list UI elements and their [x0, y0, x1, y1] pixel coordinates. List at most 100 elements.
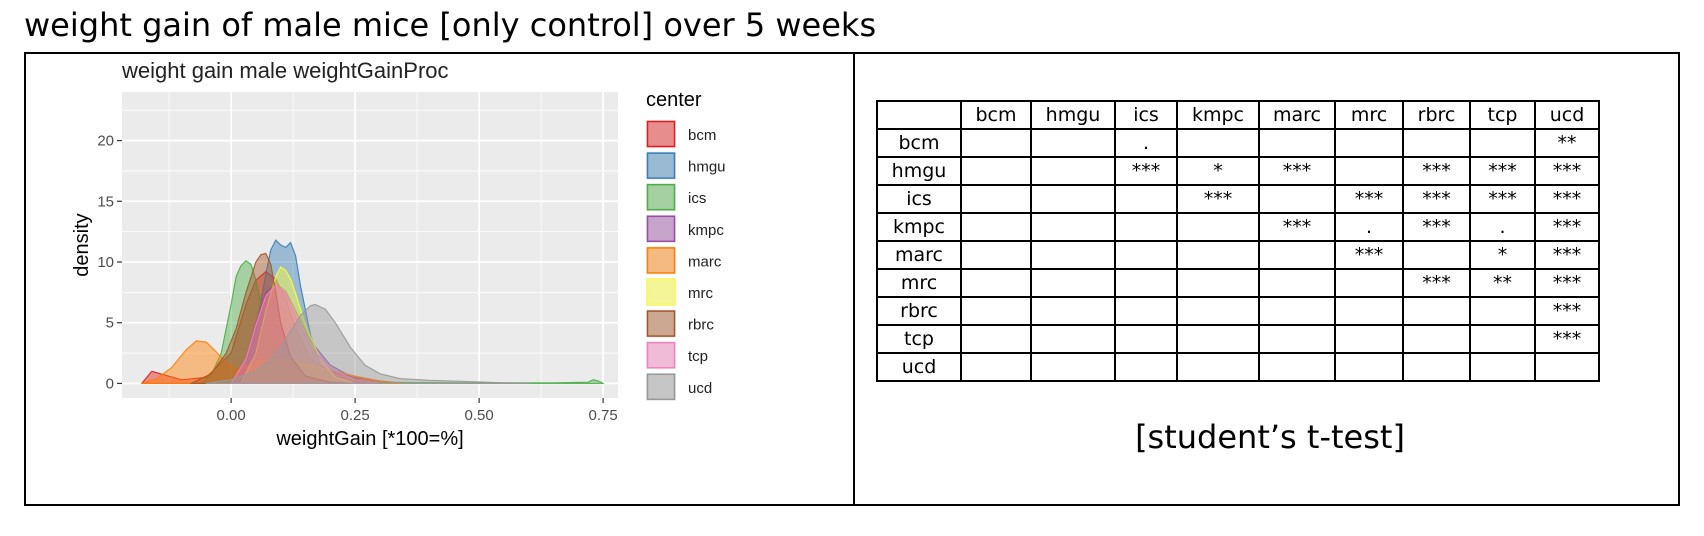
significance-cell — [1030, 296, 1116, 326]
legend-key-bg — [646, 151, 676, 180]
legend-swatch-marc — [646, 247, 676, 274]
legend-swatch-tcp — [646, 341, 676, 369]
significance-cell — [960, 324, 1032, 354]
legend-label-kmpc: kmpc — [688, 222, 724, 239]
table-row: tcp *** — [876, 324, 1600, 354]
significance-cell — [1258, 184, 1336, 214]
significance-cell — [1114, 212, 1178, 242]
significance-cell — [1258, 128, 1336, 158]
significance-cell — [960, 296, 1032, 326]
significance-cell — [1114, 324, 1178, 354]
significance-cell — [1114, 240, 1178, 270]
legend-label-marc: marc — [688, 253, 722, 270]
y-tick-label: 5 — [106, 315, 114, 332]
column-header-kmpc: kmpc — [1176, 100, 1260, 130]
significance-cell: *** — [1334, 240, 1404, 270]
significance-cell: *** — [1534, 212, 1600, 242]
x-tick-label: 0.25 — [341, 407, 370, 424]
y-axis-label: density — [71, 213, 93, 276]
panel-divider — [853, 52, 855, 506]
significance-cell — [1176, 352, 1260, 382]
row-header-ucd: ucd — [876, 352, 962, 382]
legend-label-ics: ics — [688, 190, 706, 207]
significance-cell — [1334, 128, 1404, 158]
significance-cell — [1334, 352, 1404, 382]
significance-cell: *** — [1176, 184, 1260, 214]
legend-key-bg — [646, 372, 676, 401]
significance-cell — [1334, 296, 1404, 326]
density-area-tcp — [230, 284, 382, 385]
significance-cell: *** — [1258, 156, 1336, 186]
legend-key-bg — [646, 183, 676, 212]
significance-cell — [1469, 324, 1536, 354]
plot-panel — [122, 92, 618, 398]
significance-cell: *** — [1534, 324, 1600, 354]
significance-cell — [1402, 352, 1471, 382]
row-header-ics: ics — [876, 184, 962, 214]
legend-swatch-ucd — [646, 373, 676, 401]
x-tick-label: 0.00 — [217, 407, 246, 424]
density-area-mrc — [240, 266, 357, 385]
ttest-table-wrapper: bcm hmgu ics kmpc marc mrc rbrc tcp ucd bcm. ** hmg… — [876, 100, 1600, 382]
significance-cell: *** — [1334, 184, 1404, 214]
significance-cell — [1176, 240, 1260, 270]
significance-cell — [1469, 128, 1536, 158]
significance-cell — [960, 128, 1032, 158]
legend-label-mrc: mrc — [688, 285, 713, 302]
significance-cell: *** — [1402, 268, 1471, 298]
table-row: mrc *** ** *** — [876, 268, 1600, 298]
significance-cell — [1258, 240, 1336, 270]
significance-cell: *** — [1534, 156, 1600, 186]
significance-cell — [1030, 128, 1116, 158]
significance-cell: * — [1469, 240, 1536, 270]
row-header-hmgu: hmgu — [876, 156, 962, 186]
y-tick-label: 15 — [97, 193, 114, 210]
ttest-significance-table: bcm hmgu ics kmpc marc mrc rbrc tcp ucd bcm. ** hmg… — [876, 100, 1600, 382]
y-tick-label: 10 — [97, 254, 114, 271]
row-header-marc: marc — [876, 240, 962, 270]
significance-cell: *** — [1402, 156, 1471, 186]
table-row: rbrc *** — [876, 296, 1600, 326]
significance-cell — [1176, 268, 1260, 298]
column-header-bcm: bcm — [960, 100, 1032, 130]
significance-cell — [1402, 324, 1471, 354]
significance-cell — [1334, 156, 1404, 186]
significance-cell — [1176, 212, 1260, 242]
column-header-tcp: tcp — [1469, 100, 1536, 130]
significance-cell — [1402, 240, 1471, 270]
table-corner-cell — [876, 100, 962, 130]
significance-cell — [1030, 324, 1116, 354]
significance-cell: . — [1114, 128, 1178, 158]
significance-cell — [1176, 324, 1260, 354]
significance-cell — [1030, 184, 1116, 214]
significance-cell — [1402, 296, 1471, 326]
row-header-tcp: tcp — [876, 324, 962, 354]
column-header-ics: ics — [1114, 100, 1178, 130]
significance-cell — [1258, 268, 1336, 298]
legend-label-tcp: tcp — [688, 348, 708, 365]
column-header-mrc: mrc — [1334, 100, 1404, 130]
significance-cell: . — [1469, 212, 1536, 242]
significance-cell — [1402, 128, 1471, 158]
legend-key-bg — [646, 341, 676, 370]
significance-cell — [1030, 268, 1116, 298]
legend-swatch-bcm — [646, 120, 676, 148]
significance-cell — [1030, 156, 1116, 186]
significance-cell — [960, 352, 1032, 382]
significance-cell — [1114, 184, 1178, 214]
significance-cell: *** — [1534, 296, 1600, 326]
significance-cell — [960, 156, 1032, 186]
significance-cell: * — [1176, 156, 1260, 186]
legend-key-bg — [646, 309, 676, 338]
significance-cell: *** — [1534, 184, 1600, 214]
table-row: marc *** * *** — [876, 240, 1600, 270]
column-header-rbrc: rbrc — [1402, 100, 1471, 130]
significance-cell — [1030, 352, 1116, 382]
column-header-ucd: ucd — [1534, 100, 1600, 130]
significance-cell — [1030, 240, 1116, 270]
density-chart: weight gain male weightGainProc 0.00 0.25 0… — [71, 58, 726, 450]
legend-swatch-kmpc — [646, 215, 676, 243]
significance-cell — [960, 240, 1032, 270]
significance-cell — [1114, 268, 1178, 298]
legend-swatch-rbrc — [646, 310, 676, 337]
